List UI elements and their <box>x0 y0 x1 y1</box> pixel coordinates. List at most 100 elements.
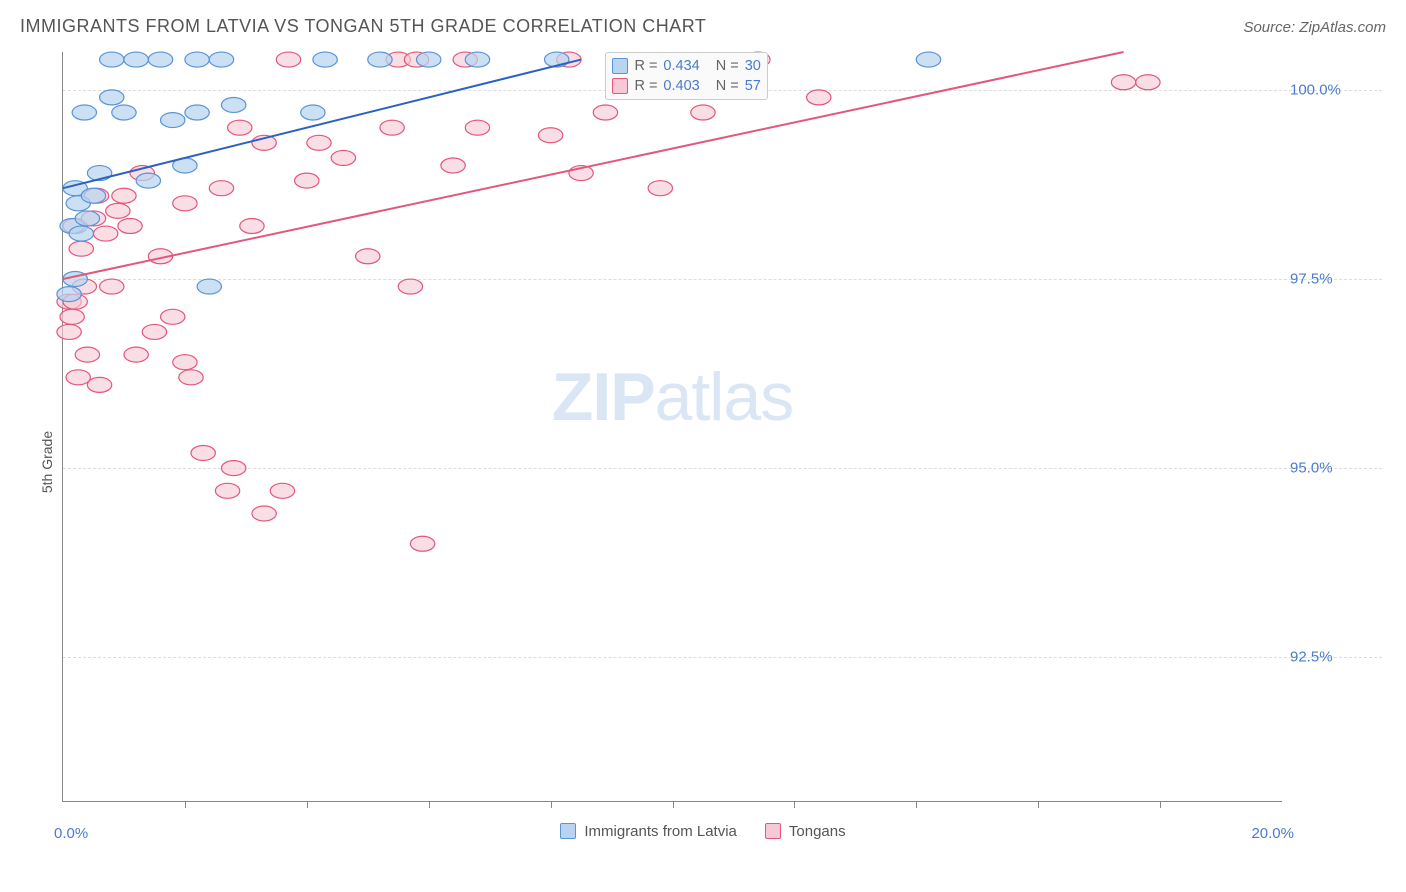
x-tick <box>1038 801 1039 808</box>
stat-n-value: 30 <box>745 58 761 74</box>
marker-tongans <box>112 188 136 203</box>
marker-latvia <box>465 52 489 67</box>
marker-tongans <box>215 483 239 498</box>
marker-latvia <box>368 52 392 67</box>
x-tick <box>429 801 430 808</box>
stat-legend-row: R = 0.434 N = 30 <box>612 56 760 76</box>
marker-tongans <box>191 445 215 460</box>
marker-tongans <box>60 309 84 324</box>
legend-series-name: Immigrants from Latvia <box>584 823 737 840</box>
marker-tongans <box>173 355 197 370</box>
marker-tongans <box>465 120 489 135</box>
legend-series-name: Tongans <box>789 823 846 840</box>
marker-tongans <box>1111 75 1135 90</box>
x-tick <box>307 801 308 808</box>
legend-item: Immigrants from Latvia <box>560 823 737 840</box>
stat-n-label: N = <box>716 78 739 94</box>
marker-tongans <box>807 90 831 105</box>
y-tick-label: 97.5% <box>1290 270 1380 287</box>
marker-tongans <box>538 128 562 143</box>
y-axis-label: 5th Grade <box>39 431 55 493</box>
marker-tongans <box>161 309 185 324</box>
marker-latvia <box>100 90 124 105</box>
marker-latvia <box>124 52 148 67</box>
legend-swatch-icon <box>765 823 781 839</box>
marker-tongans <box>1136 75 1160 90</box>
stat-r-label: R = <box>634 58 657 74</box>
x-tick <box>794 801 795 808</box>
plot-area: ZIPatlas R = 0.434N = 30R = 0.403N = 57 … <box>62 52 1282 802</box>
stat-legend-box: R = 0.434 N = 30 R = 0.403 N = 57 <box>605 52 767 100</box>
marker-tongans <box>252 506 276 521</box>
marker-tongans <box>118 219 142 234</box>
marker-latvia <box>75 211 99 226</box>
stat-r-label: R = <box>634 78 657 94</box>
marker-latvia <box>136 173 160 188</box>
marker-tongans <box>75 347 99 362</box>
marker-latvia <box>81 188 105 203</box>
marker-tongans <box>87 377 111 392</box>
marker-tongans <box>209 181 233 196</box>
marker-latvia <box>197 279 221 294</box>
marker-latvia <box>417 52 441 67</box>
marker-latvia <box>185 52 209 67</box>
marker-tongans <box>295 173 319 188</box>
plot-svg <box>63 52 1282 801</box>
marker-tongans <box>228 120 252 135</box>
marker-tongans <box>356 249 380 264</box>
marker-tongans <box>221 461 245 476</box>
marker-latvia <box>209 52 233 67</box>
marker-tongans <box>410 536 434 551</box>
marker-tongans <box>276 52 300 67</box>
marker-latvia <box>313 52 337 67</box>
series-legend: Immigrants from Latvia Tongans <box>20 823 1386 845</box>
x-tick <box>551 801 552 808</box>
marker-tongans <box>270 483 294 498</box>
trendline-latvia <box>63 60 581 189</box>
stat-legend-row: R = 0.403 N = 57 <box>612 76 760 96</box>
marker-latvia <box>221 97 245 112</box>
marker-tongans <box>380 120 404 135</box>
marker-tongans <box>66 370 90 385</box>
marker-tongans <box>240 219 264 234</box>
y-tick-label: 95.0% <box>1290 460 1380 477</box>
chart-title: IMMIGRANTS FROM LATVIA VS TONGAN 5TH GRA… <box>20 16 706 37</box>
marker-tongans <box>307 135 331 150</box>
x-tick <box>1160 801 1161 808</box>
source-attribution: Source: ZipAtlas.com <box>1243 19 1386 36</box>
y-tick-label: 100.0% <box>1290 81 1380 98</box>
legend-item: Tongans <box>765 823 846 840</box>
x-tick <box>916 801 917 808</box>
marker-latvia <box>69 226 93 241</box>
marker-latvia <box>185 105 209 120</box>
y-tick-label: 92.5% <box>1290 649 1380 666</box>
marker-tongans <box>100 279 124 294</box>
marker-latvia <box>301 105 325 120</box>
marker-tongans <box>106 203 130 218</box>
marker-latvia <box>148 52 172 67</box>
marker-tongans <box>648 181 672 196</box>
marker-tongans <box>179 370 203 385</box>
stat-r-value: 0.434 <box>663 58 699 74</box>
marker-latvia <box>112 105 136 120</box>
chart-container: 5th Grade ZIPatlas R = 0.434N = 30R = 0.… <box>20 52 1386 872</box>
marker-latvia <box>57 287 81 302</box>
marker-tongans <box>593 105 617 120</box>
marker-latvia <box>72 105 96 120</box>
marker-tongans <box>142 324 166 339</box>
stat-n-label: N = <box>716 58 739 74</box>
marker-tongans <box>173 196 197 211</box>
marker-tongans <box>398 279 422 294</box>
stat-n-value: 57 <box>745 78 761 94</box>
marker-latvia <box>916 52 940 67</box>
legend-swatch-icon <box>612 78 628 94</box>
stat-r-value: 0.403 <box>663 78 699 94</box>
marker-tongans <box>93 226 117 241</box>
marker-tongans <box>124 347 148 362</box>
marker-tongans <box>691 105 715 120</box>
marker-tongans <box>69 241 93 256</box>
legend-swatch-icon <box>560 823 576 839</box>
trendline-tongans <box>63 52 1124 279</box>
marker-tongans <box>57 324 81 339</box>
x-tick <box>185 801 186 808</box>
